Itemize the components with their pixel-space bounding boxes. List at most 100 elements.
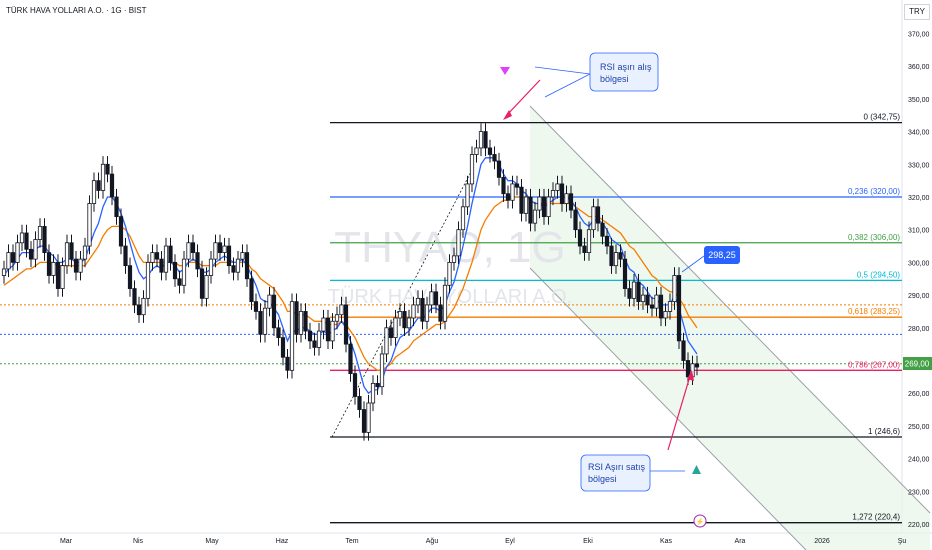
candle-body <box>109 173 115 198</box>
candle-body <box>429 291 434 306</box>
overbought-callout[interactable]: RSI aşırı alış bölgesi <box>534 52 659 98</box>
candle-body <box>262 307 268 335</box>
candle-body <box>339 304 344 316</box>
candle-body <box>87 203 92 247</box>
oversold-arrow <box>667 375 691 451</box>
candle-body <box>303 311 308 332</box>
candle-body <box>258 311 263 335</box>
candle-body <box>343 304 349 345</box>
price-tick-label: 300,00 <box>908 260 930 267</box>
candle-body <box>51 261 56 276</box>
currency-selector[interactable]: TRY <box>904 4 930 20</box>
candle-body <box>451 255 457 263</box>
candle-body <box>15 242 20 263</box>
candle-body <box>105 163 110 175</box>
price-tick-label: 280,00 <box>908 326 930 333</box>
candle-body <box>82 245 88 260</box>
candle-body <box>636 281 641 303</box>
candle-body <box>654 294 659 309</box>
time-tick-label: Kas <box>660 538 673 545</box>
candle-body <box>136 304 142 316</box>
candle-body <box>298 311 304 335</box>
candle-body <box>33 239 38 260</box>
candle-body <box>663 311 668 319</box>
time-axis: Mar Nis May Haz Tem Ağu Eyl Eki Kas Ara 2026 Şu <box>60 538 906 545</box>
candle-body <box>177 278 182 286</box>
overbought-label-2: bölgesi <box>600 74 629 84</box>
candle-body <box>276 327 281 339</box>
candle-body <box>510 183 515 201</box>
overbought-label: RSI aşırı alış <box>600 62 652 72</box>
candle-body <box>460 206 466 231</box>
candle-body <box>591 206 596 231</box>
candle-body <box>694 363 700 368</box>
candle-body <box>640 294 646 303</box>
candle-body <box>622 258 628 289</box>
candle-body <box>357 396 362 410</box>
candle-body <box>577 229 583 247</box>
candle-body <box>645 294 650 306</box>
candle-body <box>222 245 227 253</box>
price-tick-label: 340,00 <box>908 130 930 137</box>
candle-body <box>334 314 340 322</box>
candle-body <box>69 242 74 260</box>
candle-body <box>573 209 578 231</box>
candle-body <box>402 311 407 329</box>
candle-body <box>348 343 353 374</box>
candle-body <box>627 288 632 299</box>
candle-body <box>307 330 313 342</box>
oversold-callout[interactable]: RSI Aşırı satış bölgesi <box>580 454 685 492</box>
candle-body <box>28 248 34 260</box>
candle-body <box>60 265 65 289</box>
candle-body <box>64 242 70 267</box>
time-tick-label: Eki <box>583 538 593 545</box>
candle-body <box>168 245 173 263</box>
candle-body <box>537 196 542 211</box>
candle-body <box>181 258 187 286</box>
candle-body <box>73 258 79 273</box>
candle-body <box>249 278 254 303</box>
candle-body <box>528 196 533 224</box>
down-triangle-icon <box>500 67 510 75</box>
candle-body <box>649 304 655 309</box>
candle-body <box>672 275 677 303</box>
candle-body <box>613 252 619 267</box>
fib-level-label: 1 (246,6) <box>868 427 900 436</box>
fib-level-label: 1,272 (220,4) <box>852 513 900 522</box>
time-tick-label: Haz <box>276 538 289 545</box>
price-tick-label: 360,00 <box>908 64 930 71</box>
candle-body <box>424 304 430 322</box>
candle-body <box>685 360 691 378</box>
candle-body <box>658 294 664 319</box>
candle-body <box>370 382 376 404</box>
candle-body <box>19 232 25 244</box>
candle-body <box>492 154 497 162</box>
candle-body <box>114 196 119 218</box>
candle-body <box>618 252 623 260</box>
candlestick-series <box>1 123 700 441</box>
high-price-label[interactable]: 298,25 <box>681 246 740 273</box>
time-tick-label: 2026 <box>814 538 830 545</box>
event-badge[interactable]: ⚡ <box>693 514 707 528</box>
candle-body <box>10 252 16 263</box>
candle-body <box>568 193 574 211</box>
candle-body <box>199 268 205 299</box>
candle-body <box>280 337 286 358</box>
candle-body <box>1 268 7 276</box>
candle-body <box>235 258 241 273</box>
up-triangle-icon <box>692 465 701 474</box>
candle-body <box>361 409 367 433</box>
candle-body <box>523 196 529 214</box>
candle-body <box>37 226 43 240</box>
arrow-head-icon <box>687 370 694 381</box>
descending-channel[interactable] <box>529 105 931 550</box>
candle-body <box>271 294 277 329</box>
candle-body <box>415 297 421 306</box>
candle-body <box>366 402 371 433</box>
oversold-label-2: bölgesi <box>588 474 617 484</box>
candle-body <box>132 288 137 306</box>
candle-body <box>312 340 317 348</box>
candle-body <box>388 327 394 339</box>
candle-body <box>226 245 232 267</box>
